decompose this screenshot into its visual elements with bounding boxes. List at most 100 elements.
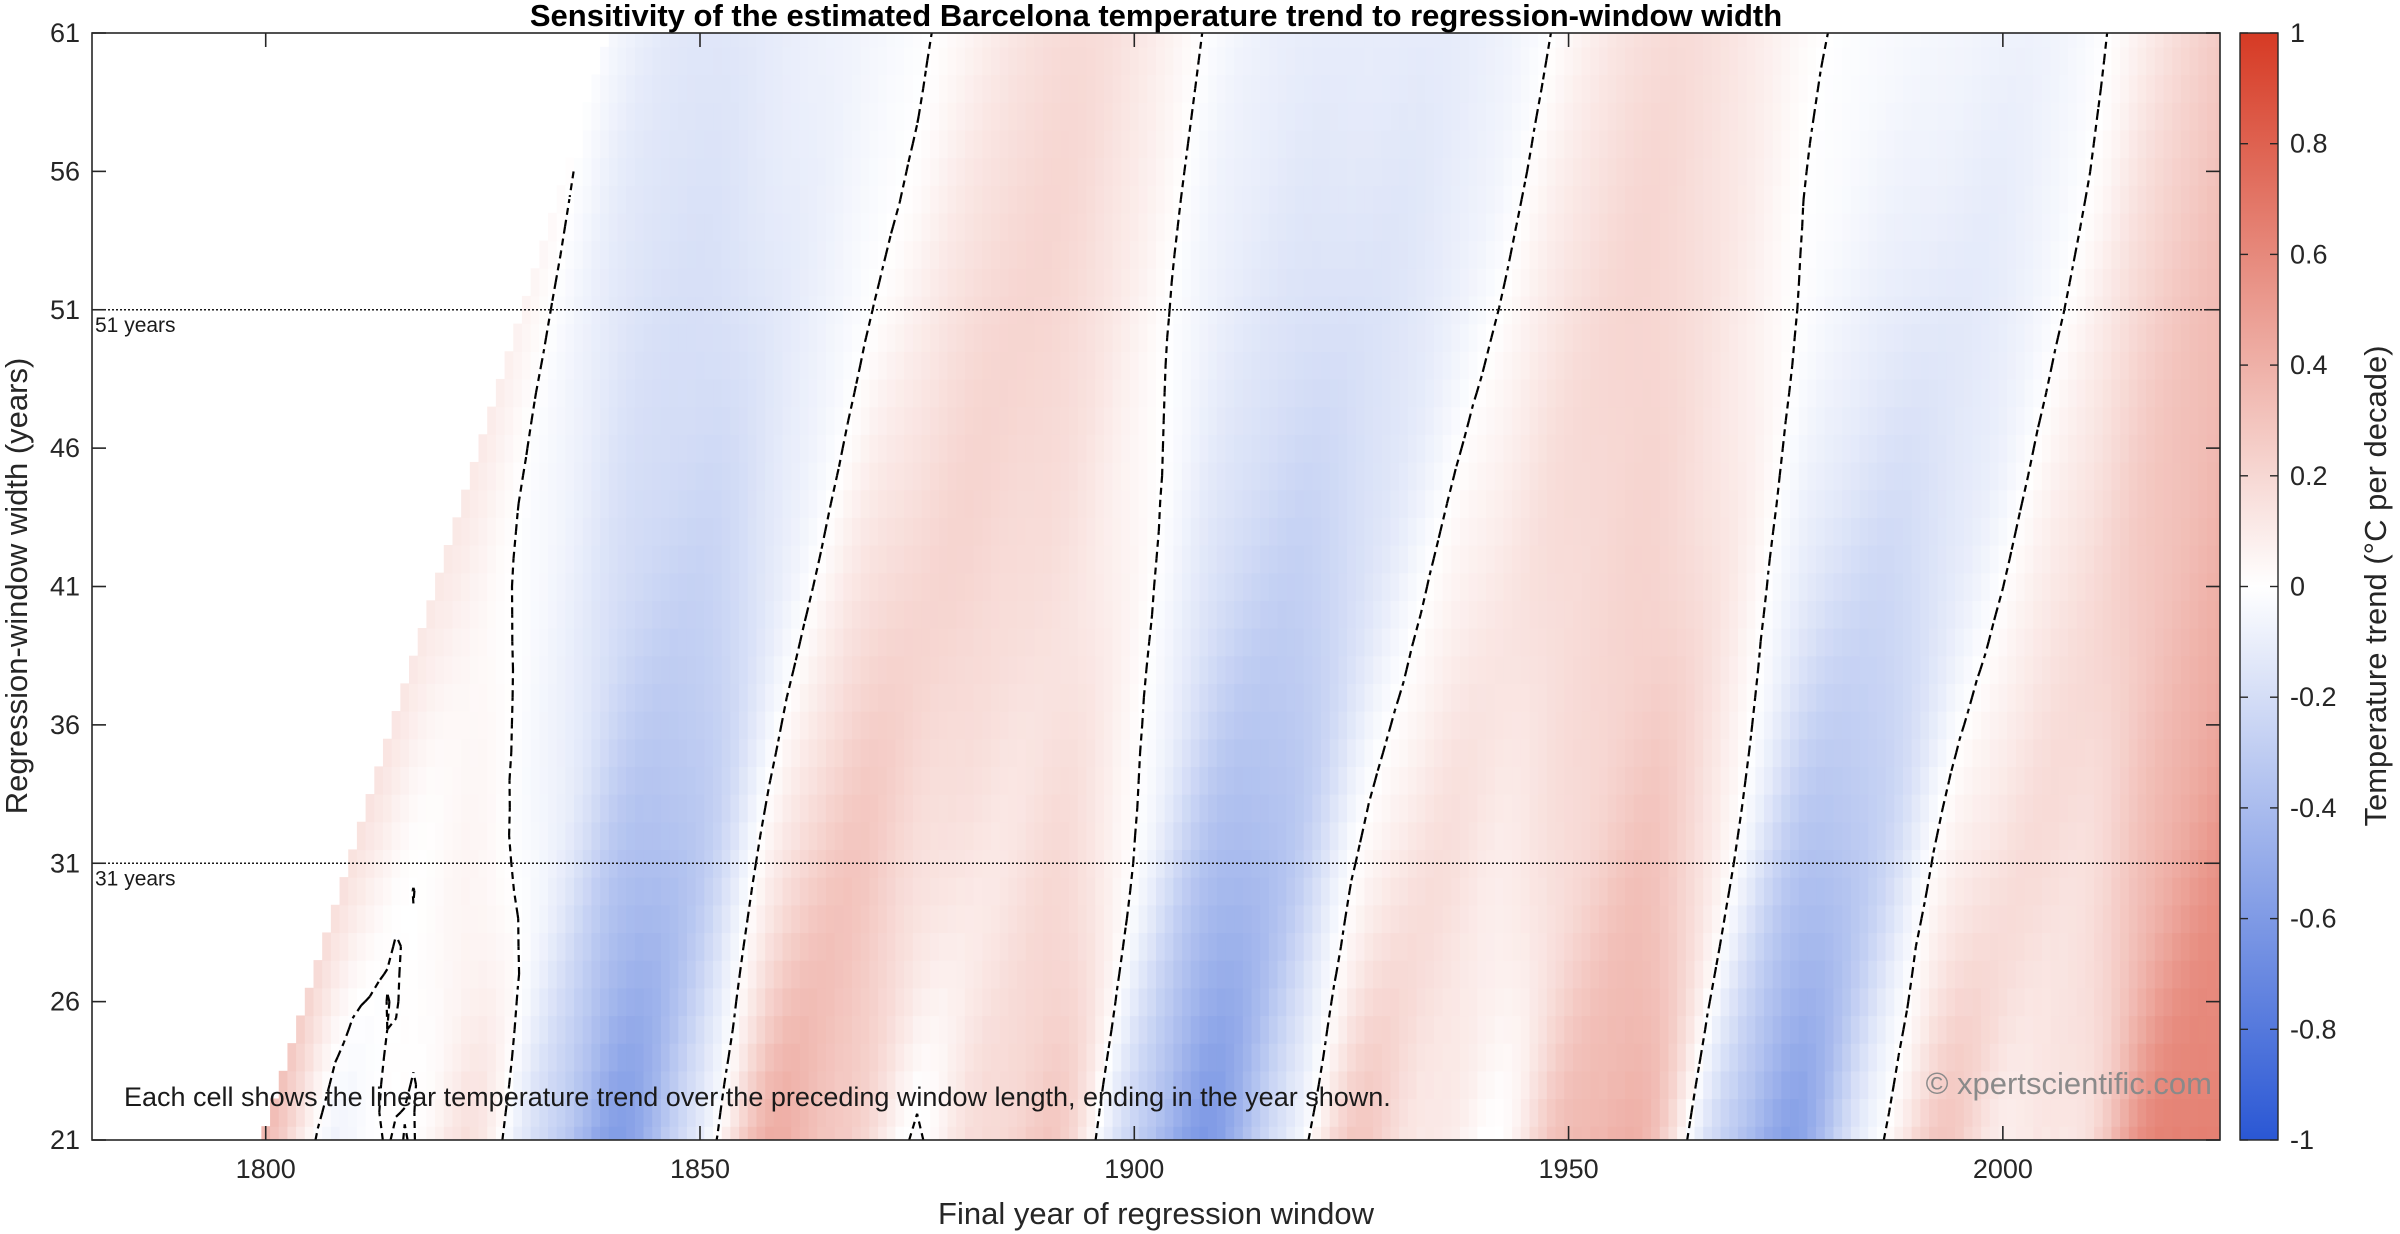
heatmap-cell — [1433, 877, 1444, 906]
heatmap-cell — [2215, 655, 2220, 684]
heatmap-cell — [1190, 960, 1201, 989]
heatmap-cell — [1008, 544, 1018, 574]
heatmap-cell — [1216, 1070, 1227, 1100]
heatmap-cell — [1468, 572, 1478, 601]
heatmap-cell — [1790, 821, 1800, 851]
heatmap-cell — [1885, 1126, 1895, 1140]
heatmap-cell — [1555, 1098, 1565, 1127]
heatmap-cell — [1051, 711, 1062, 740]
heatmap-cell — [513, 794, 523, 823]
heatmap-cell — [1512, 1070, 1522, 1100]
heatmap-cell — [391, 877, 401, 906]
heatmap-cell — [1859, 1043, 1869, 1072]
heatmap-cell — [852, 544, 862, 574]
heatmap-cell — [643, 517, 653, 546]
heatmap-cell — [1651, 655, 1661, 684]
heatmap-cell — [626, 766, 636, 795]
heatmap-cell — [365, 960, 375, 989]
heatmap-cell — [643, 987, 653, 1017]
heatmap-cell — [1251, 655, 1261, 684]
heatmap-cell — [626, 628, 636, 657]
heatmap-cell — [1590, 1043, 1600, 1072]
heatmap-cell — [391, 1098, 401, 1127]
heatmap-cell — [426, 711, 436, 740]
heatmap-cell — [1703, 1043, 1713, 1072]
heatmap-cell — [973, 517, 983, 546]
heatmap-cell — [1772, 517, 1782, 546]
heatmap-cell — [1043, 600, 1053, 629]
heatmap-cell — [409, 766, 419, 795]
heatmap-cell — [634, 766, 645, 795]
heatmap-cell — [2120, 628, 2130, 657]
heatmap-cell — [999, 738, 1009, 767]
heatmap-cell — [1703, 766, 1713, 795]
heatmap-cell — [1642, 960, 1652, 989]
heatmap-cell — [1911, 683, 1921, 712]
heatmap-cell — [600, 987, 610, 1017]
heatmap-cell — [1850, 987, 1861, 1017]
heatmap-cell — [1729, 1043, 1739, 1072]
heatmap-cell — [1103, 904, 1114, 934]
heatmap-cell — [686, 628, 697, 657]
heatmap-cell — [504, 1015, 514, 1044]
heatmap-cell — [382, 766, 393, 795]
heatmap-cell — [1121, 1126, 1131, 1140]
heatmap-cell — [1129, 877, 1140, 906]
heatmap-cell — [956, 987, 966, 1017]
heatmap-cell — [964, 794, 975, 823]
heatmap-cell — [730, 821, 740, 851]
heatmap-cell — [1060, 904, 1070, 934]
heatmap-cell — [1659, 628, 1670, 657]
heatmap-cell — [1442, 849, 1452, 878]
heatmap-cell — [982, 960, 992, 989]
heatmap-cell — [1755, 711, 1765, 740]
heatmap-cell — [843, 766, 853, 795]
heatmap-cell — [574, 544, 584, 574]
heatmap-cell — [2094, 600, 2104, 629]
heatmap-cell — [1373, 683, 1383, 712]
heatmap-cell — [1494, 960, 1505, 989]
heatmap-cell — [1060, 877, 1070, 906]
heatmap-cell — [2033, 821, 2043, 851]
heatmap-cell — [739, 1015, 749, 1044]
heatmap-cell — [2094, 1070, 2104, 1100]
heatmap-cell — [1173, 544, 1183, 574]
heatmap-cell — [634, 1070, 645, 1100]
heatmap-cell — [565, 987, 575, 1017]
heatmap-cell — [1303, 517, 1313, 546]
heatmap-cell — [435, 1015, 445, 1044]
heatmap-cell — [1833, 849, 1843, 878]
heatmap-cell — [1529, 1015, 1539, 1044]
heatmap-cell — [1902, 877, 1913, 906]
heatmap-cell — [1633, 655, 1643, 684]
heatmap-cell — [852, 1043, 862, 1072]
heatmap-cell — [1321, 544, 1331, 574]
heatmap-cell — [1121, 1015, 1131, 1044]
heatmap-cell — [686, 1098, 697, 1127]
heatmap-cell — [478, 711, 488, 740]
heatmap-cell — [1694, 987, 1704, 1017]
heatmap-cell — [1355, 904, 1366, 934]
heatmap-cell — [1494, 877, 1505, 906]
heatmap-cell — [461, 1126, 471, 1140]
chart-title: Sensitivity of the estimated Barcelona t… — [530, 0, 1782, 33]
heatmap-cell — [652, 932, 662, 961]
heatmap-cell — [1781, 821, 1791, 851]
heatmap-cell — [1451, 1070, 1461, 1100]
heatmap-cell — [452, 987, 462, 1017]
heatmap-cell — [1607, 1126, 1617, 1140]
heatmap-cell — [1433, 987, 1444, 1017]
heatmap-cell — [825, 1098, 836, 1127]
heatmap-cell — [747, 794, 758, 823]
heatmap-cell — [1781, 794, 1791, 823]
heatmap-cell — [2206, 1015, 2217, 1044]
heatmap-cell — [1129, 960, 1140, 989]
heatmap-cell — [2189, 1043, 2199, 1072]
heatmap-cell — [886, 960, 897, 989]
heatmap-cell — [2094, 904, 2104, 934]
heatmap-cell — [1729, 738, 1739, 767]
heatmap-cell — [1755, 1015, 1765, 1044]
heatmap-cell — [1546, 655, 1557, 684]
heatmap-cell — [1164, 1043, 1174, 1072]
heatmap-cell — [2137, 628, 2147, 657]
